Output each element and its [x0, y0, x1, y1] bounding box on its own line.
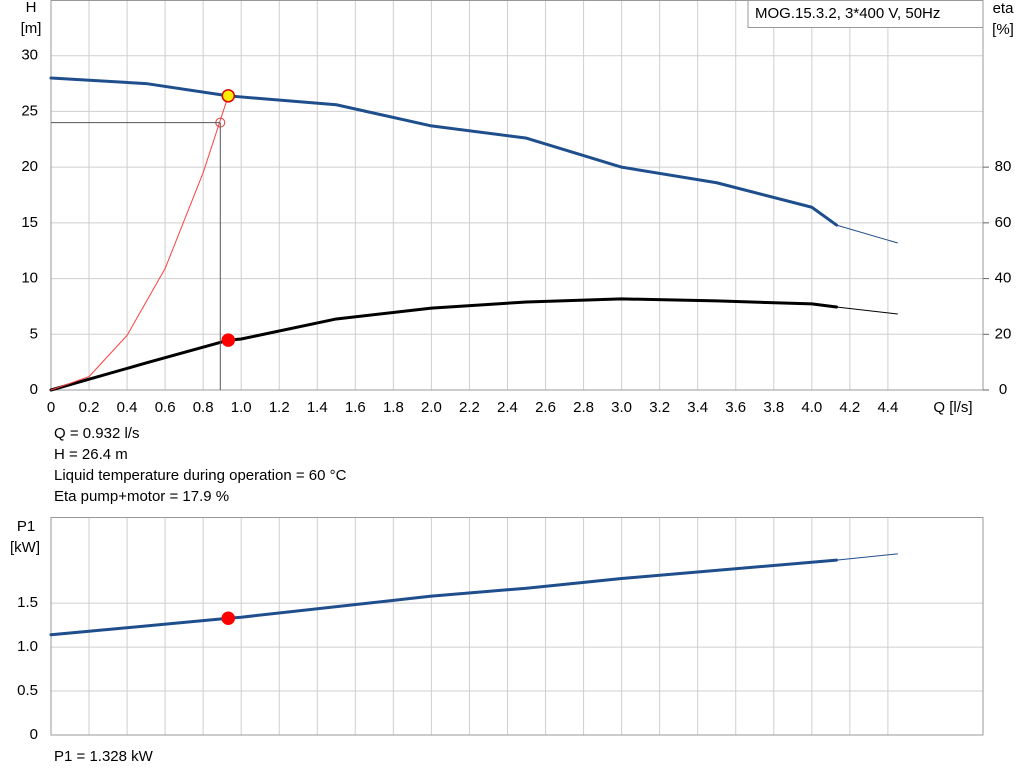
y-tick-label: 25: [21, 102, 38, 119]
x-tick-label: 4.0: [801, 399, 822, 416]
curve: [49, 297, 839, 392]
plot-frame: [50, 0, 984, 391]
y-tick-label: 0.5: [17, 682, 38, 699]
x-tick-label: 0: [47, 399, 55, 416]
x-tick-label: 2.2: [459, 399, 480, 416]
operating-point: [221, 333, 236, 347]
y2-axis-label: eta: [993, 0, 1015, 17]
x-tick-label: 1.8: [383, 399, 404, 416]
curve: [50, 95, 229, 391]
info-text: Eta pump+motor = 17.9 %: [54, 488, 229, 505]
y-axis-unit: [kW]: [10, 539, 40, 556]
x-tick-label: 2.4: [497, 399, 518, 416]
x-tick-label: 3.0: [611, 399, 632, 416]
y2-tick-label: 0: [999, 381, 1007, 398]
info-text: Q = 0.932 l/s: [54, 425, 139, 442]
y-tick-label: 10: [21, 270, 38, 287]
y2-axis-unit: [%]: [992, 21, 1014, 38]
x-tick-label: 4.4: [877, 399, 898, 416]
y-axis-label: H: [26, 0, 37, 16]
x-tick-label: 3.2: [649, 399, 670, 416]
curve: [49, 76, 839, 227]
x-tick-label: 2.0: [421, 399, 442, 416]
x-tick-label: 2.8: [573, 399, 594, 416]
x-tick-label: 3.8: [763, 399, 784, 416]
y-tick-label: 20: [21, 158, 38, 175]
y2-tick-label: 60: [995, 214, 1012, 231]
info-text: H = 26.4 m: [54, 446, 128, 463]
x-tick-label: 3.6: [725, 399, 746, 416]
curve: [836, 553, 898, 561]
y-axis-label: P1: [17, 518, 35, 535]
y-tick-label: 0: [30, 381, 38, 398]
y-tick-label: 1.5: [17, 594, 38, 611]
x-tick-label: 1.4: [307, 399, 328, 416]
title-box: MOG.15.3.2, 3*400 V, 50Hz: [747, 0, 984, 28]
title-frame: [747, 0, 984, 28]
y2-tick-label: 20: [995, 325, 1012, 342]
chart-title: MOG.15.3.2, 3*400 V, 50Hz: [755, 5, 940, 22]
plot-frame: [50, 517, 984, 736]
x-tick-label: 3.4: [687, 399, 708, 416]
y2-tick-label: 40: [995, 270, 1012, 287]
x-tick-label: 1.2: [269, 399, 290, 416]
operating-point: [221, 89, 236, 103]
x-tick-label: 0.8: [193, 399, 214, 416]
info-text: P1 = 1.328 kW: [54, 748, 154, 765]
operating-point: [221, 611, 236, 626]
y-tick-label: 30: [21, 47, 38, 64]
x-tick-label: 0.4: [117, 399, 138, 416]
curve: [49, 558, 839, 637]
curve: [836, 224, 898, 244]
x-tick-label: 0.2: [79, 399, 100, 416]
y-tick-label: 5: [30, 325, 38, 342]
y2-tick-label: 80: [995, 158, 1012, 175]
x-tick-label: 0.6: [155, 399, 176, 416]
x-tick-label: 1.6: [345, 399, 366, 416]
curve: [836, 306, 898, 315]
y-axis-unit: [m]: [21, 20, 42, 37]
x-axis-label: Q [l/s]: [933, 399, 972, 416]
x-tick-label: 2.6: [535, 399, 556, 416]
y-tick-label: 15: [21, 214, 38, 231]
x-tick-label: 1.0: [231, 399, 252, 416]
x-tick-label: 4.2: [839, 399, 860, 416]
y-tick-label: 1.0: [17, 638, 38, 655]
y-tick-label: 0: [30, 726, 38, 743]
info-text: Liquid temperature during operation = 60…: [54, 467, 347, 484]
